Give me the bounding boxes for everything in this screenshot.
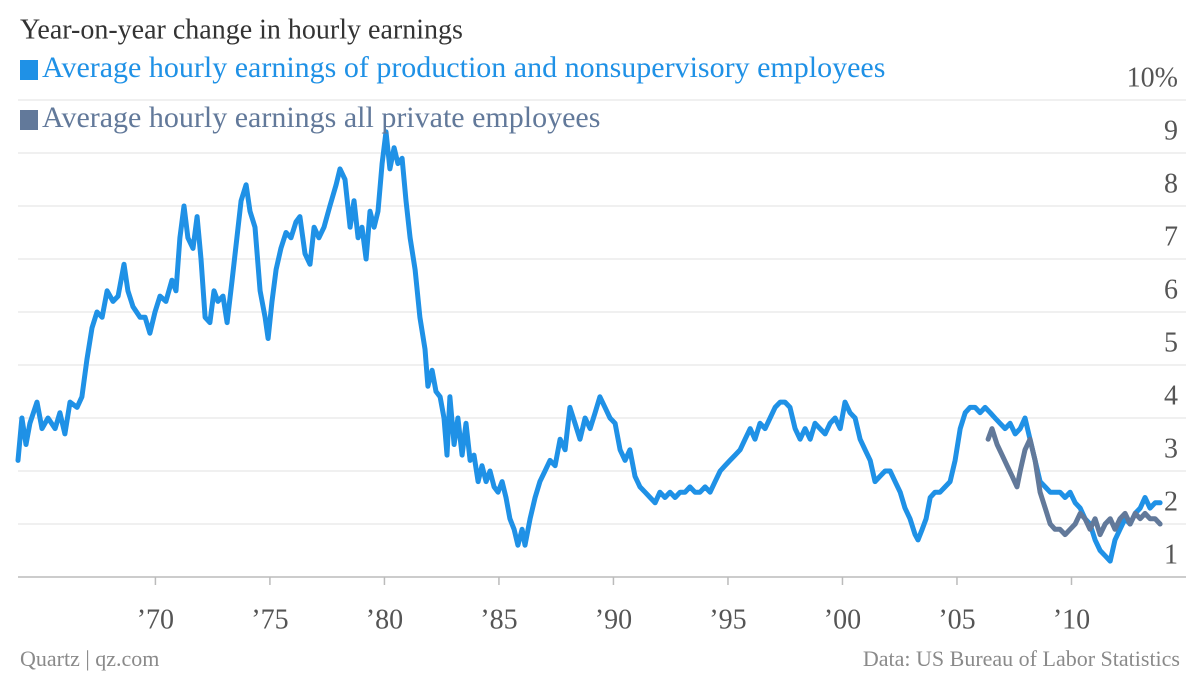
source-right: Data: US Bureau of Labor Statistics	[863, 646, 1180, 671]
data-line	[15, 129, 1163, 564]
y-tick-label: 5	[1164, 327, 1178, 358]
legend-swatch	[20, 110, 38, 130]
x-tick-label: ’85	[480, 604, 517, 635]
y-tick-label: 8	[1164, 168, 1178, 199]
y-tick-label: 3	[1164, 433, 1178, 464]
source-left: Quartz | qz.com	[20, 646, 159, 671]
x-tick-label: ’00	[824, 604, 861, 635]
legend-swatch	[20, 60, 38, 80]
x-tick-label: ’75	[251, 604, 288, 635]
legend-label: Average hourly earnings of production an…	[42, 51, 885, 84]
y-tick-label: 10%	[1127, 62, 1178, 93]
y-tick-label: 7	[1164, 221, 1178, 252]
legend-label: Average hourly earnings all private empl…	[42, 101, 600, 134]
x-tick-label: ’70	[137, 604, 174, 635]
y-tick-label: 9	[1164, 115, 1178, 146]
x-tick-label: ’10	[1053, 604, 1090, 635]
y-tick-label: 1	[1164, 539, 1178, 570]
grid	[18, 99, 1186, 578]
y-tick-label: 2	[1164, 486, 1178, 517]
data-line	[985, 426, 1163, 538]
chart-title: Year-on-year change in hourly earnings	[20, 14, 463, 45]
x-tick-label: ’90	[595, 604, 632, 635]
y-tick-label: 6	[1164, 274, 1178, 305]
x-tick-label: ’80	[366, 604, 403, 635]
y-tick-label: 4	[1164, 380, 1178, 411]
x-tick-label: ’95	[709, 604, 746, 635]
x-tick-label: ’05	[938, 604, 975, 635]
